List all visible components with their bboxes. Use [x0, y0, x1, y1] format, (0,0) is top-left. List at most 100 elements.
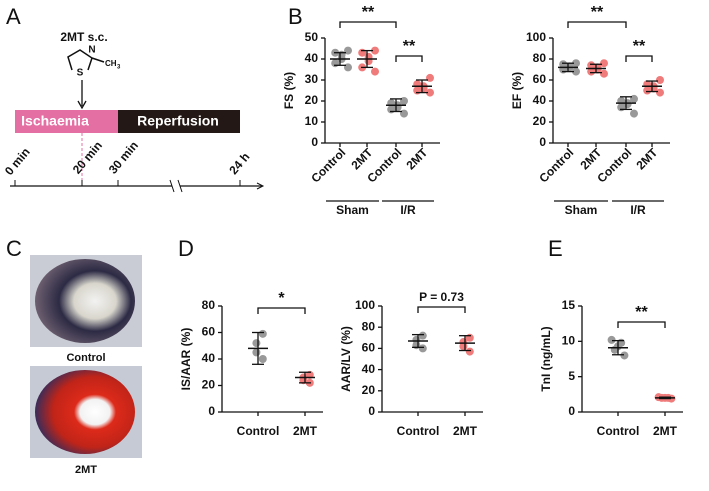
ring	[67, 49, 93, 71]
y-tick-label: 0	[368, 404, 375, 418]
significance-label: **	[403, 38, 416, 55]
y-tick-label: 40	[202, 351, 216, 365]
data-point	[252, 348, 261, 357]
significance-label: P = 0.73	[419, 290, 464, 304]
y-tick-label: 0	[311, 135, 318, 149]
x-tick-label: 2MT	[403, 145, 430, 172]
significance-bracket	[567, 21, 627, 28]
y-tick-label: 60	[202, 325, 216, 339]
significance-bracket	[339, 21, 397, 28]
bond	[91, 57, 105, 63]
data-point	[465, 347, 474, 356]
data-point	[418, 344, 427, 353]
arrow-head	[77, 100, 87, 110]
x-tick-label: Control	[237, 424, 280, 438]
data-point	[572, 59, 580, 68]
y-tick-label: 60	[533, 72, 547, 86]
data-point	[630, 109, 638, 118]
arrow-head	[256, 182, 265, 190]
time-label: 20 min	[70, 138, 105, 176]
y-tick-label: 15	[562, 298, 576, 312]
time-label: 0 min	[2, 145, 33, 178]
y-tick-label: 100	[526, 30, 546, 44]
significance-bracket	[625, 55, 653, 62]
significance-label: **	[635, 304, 648, 321]
y-tick-label: 60	[362, 341, 376, 355]
significance-bracket	[395, 55, 423, 62]
y-tick-label: 20	[202, 378, 216, 392]
data-point	[630, 94, 638, 103]
data-point	[252, 339, 261, 348]
time-label: 30 min	[106, 138, 141, 176]
x-tick-label: 2MT	[633, 145, 660, 172]
heart-slice	[35, 370, 135, 454]
y-tick-label: 0	[568, 404, 575, 418]
x-tick-label: 2MT	[293, 424, 318, 438]
data-point	[587, 67, 596, 76]
axis-break	[169, 179, 183, 193]
y-axis-label: IS/AAR (%)	[179, 328, 193, 391]
y-tick-label: 10	[305, 114, 319, 128]
data-point	[656, 88, 664, 97]
y-tick-label: 0	[208, 404, 215, 418]
x-tick-label: Control	[397, 424, 440, 438]
atom: 3	[117, 65, 121, 71]
significance-label: *	[278, 290, 285, 307]
data-point	[426, 88, 434, 97]
y-tick-label: 50	[305, 30, 319, 44]
image-label: 2MT	[75, 464, 97, 476]
significance-bracket	[257, 307, 306, 314]
time-label: 24 h	[226, 150, 252, 177]
data-point	[572, 67, 580, 76]
y-tick-label: 80	[533, 51, 547, 65]
y-tick-label: 20	[362, 383, 376, 397]
group-label: I/R	[400, 203, 416, 217]
y-tick-label: 40	[305, 51, 319, 65]
scheme: 2MT s.c. N S CH 3 Ischaemia Reperfusion …	[2, 30, 265, 193]
x-tick-label: 2MT	[653, 424, 678, 438]
x-tick-label: Control	[597, 424, 640, 438]
y-tick-label: 40	[362, 362, 376, 376]
atom: CH	[105, 59, 117, 68]
significance-label: **	[362, 4, 375, 21]
y-tick-label: 80	[362, 319, 376, 333]
y-axis-label: TnI (ng/mL)	[539, 326, 553, 391]
y-tick-label: 0	[539, 135, 546, 149]
y-tick-label: 80	[202, 298, 216, 312]
data-point	[643, 86, 652, 95]
data-point	[620, 351, 629, 360]
data-point	[426, 73, 434, 82]
x-tick-label: Control	[536, 145, 576, 185]
data-point	[607, 335, 616, 344]
data-point	[358, 48, 367, 57]
data-point	[656, 76, 664, 84]
phase-label: Reperfusion	[137, 113, 219, 129]
y-tick-label: 100	[355, 298, 375, 312]
panel-label: B	[288, 4, 303, 29]
data-point	[559, 60, 568, 69]
atom: N	[88, 45, 95, 56]
panel-label: C	[6, 236, 22, 261]
panel-label: A	[6, 4, 21, 29]
x-tick-label: 2MT	[453, 424, 478, 438]
data-point	[400, 109, 408, 118]
significance-label: **	[591, 4, 604, 21]
data-point	[258, 329, 267, 338]
data-point	[400, 97, 408, 105]
phase-label: Ischaemia	[21, 113, 89, 129]
data-point	[465, 333, 474, 342]
data-point	[258, 355, 267, 363]
panel-label: D	[178, 236, 194, 261]
y-tick-label: 5	[568, 369, 575, 383]
data-point	[344, 46, 352, 55]
data-point	[344, 63, 352, 72]
y-axis-label: FS (%)	[282, 72, 296, 109]
significance-label: **	[633, 38, 646, 55]
data-point	[371, 46, 379, 55]
x-tick-label: Control	[308, 145, 348, 185]
y-tick-label: 10	[562, 334, 576, 348]
reperfusion-bar	[118, 110, 240, 133]
y-tick-label: 30	[305, 72, 319, 86]
significance-bracket	[617, 321, 666, 328]
